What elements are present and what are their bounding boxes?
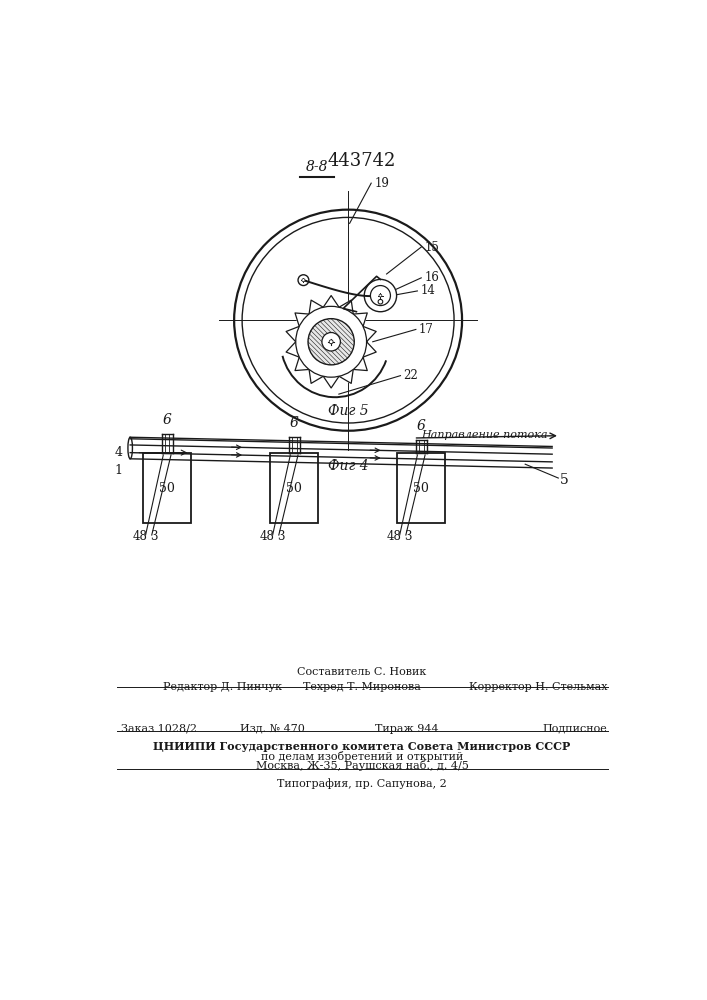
Text: 1: 1 <box>115 464 122 477</box>
Text: Корректор Н. Стельмах: Корректор Н. Стельмах <box>469 682 607 692</box>
Text: по делам изобретений и открытий: по делам изобретений и открытий <box>261 751 463 762</box>
Text: 15: 15 <box>424 241 439 254</box>
Text: 14: 14 <box>421 284 436 297</box>
Text: Направление потока: Направление потока <box>421 430 548 440</box>
Text: 19: 19 <box>374 177 389 190</box>
Text: 6: 6 <box>290 416 298 430</box>
Text: Техред Т. Миронова: Техред Т. Миронова <box>303 682 421 692</box>
Polygon shape <box>286 296 376 388</box>
Text: 50: 50 <box>159 482 175 495</box>
Text: Тираж 944: Тираж 944 <box>375 724 438 734</box>
Text: 22: 22 <box>404 369 419 382</box>
Text: 3: 3 <box>150 530 158 543</box>
Text: 8-8: 8-8 <box>306 160 329 174</box>
Text: Заказ 1028/2: Заказ 1028/2 <box>121 724 197 734</box>
Text: 48: 48 <box>132 530 147 543</box>
Text: 16: 16 <box>424 271 439 284</box>
Text: 443742: 443742 <box>328 152 396 170</box>
Ellipse shape <box>128 437 132 459</box>
Circle shape <box>308 319 354 365</box>
Text: Изд. № 470: Изд. № 470 <box>240 724 305 734</box>
Text: Составитель С. Новик: Составитель С. Новик <box>298 667 426 677</box>
Circle shape <box>296 306 366 377</box>
Text: Москва, Ж-35, Раушская наб., д. 4/5: Москва, Ж-35, Раушская наб., д. 4/5 <box>255 760 469 771</box>
Circle shape <box>298 275 309 286</box>
Text: 48: 48 <box>386 530 402 543</box>
Circle shape <box>302 279 305 282</box>
Text: 3: 3 <box>277 530 285 543</box>
Circle shape <box>329 340 333 344</box>
Text: ЦНИИПИ Государственного комитета Совета Министров СССР: ЦНИИПИ Государственного комитета Совета … <box>153 741 571 752</box>
Text: 50: 50 <box>286 482 302 495</box>
Text: 50: 50 <box>414 482 429 495</box>
Text: 5: 5 <box>560 473 568 487</box>
Circle shape <box>370 286 390 306</box>
Text: Типография, пр. Сапунова, 2: Типография, пр. Сапунова, 2 <box>277 778 447 789</box>
Circle shape <box>322 333 340 351</box>
Circle shape <box>364 279 397 312</box>
Text: Подписное: Подписное <box>543 724 607 734</box>
Text: 4: 4 <box>115 446 122 459</box>
Text: 17: 17 <box>419 323 434 336</box>
Text: Фиг 5: Фиг 5 <box>328 404 368 418</box>
Text: Фиг 4: Фиг 4 <box>328 459 368 473</box>
Text: 48: 48 <box>259 530 274 543</box>
Text: 6: 6 <box>417 419 426 433</box>
Text: Редактор Д. Пинчук: Редактор Д. Пинчук <box>163 682 282 692</box>
Circle shape <box>378 299 382 304</box>
Text: 3: 3 <box>404 530 411 543</box>
Circle shape <box>379 294 382 297</box>
Text: 6: 6 <box>163 413 172 427</box>
